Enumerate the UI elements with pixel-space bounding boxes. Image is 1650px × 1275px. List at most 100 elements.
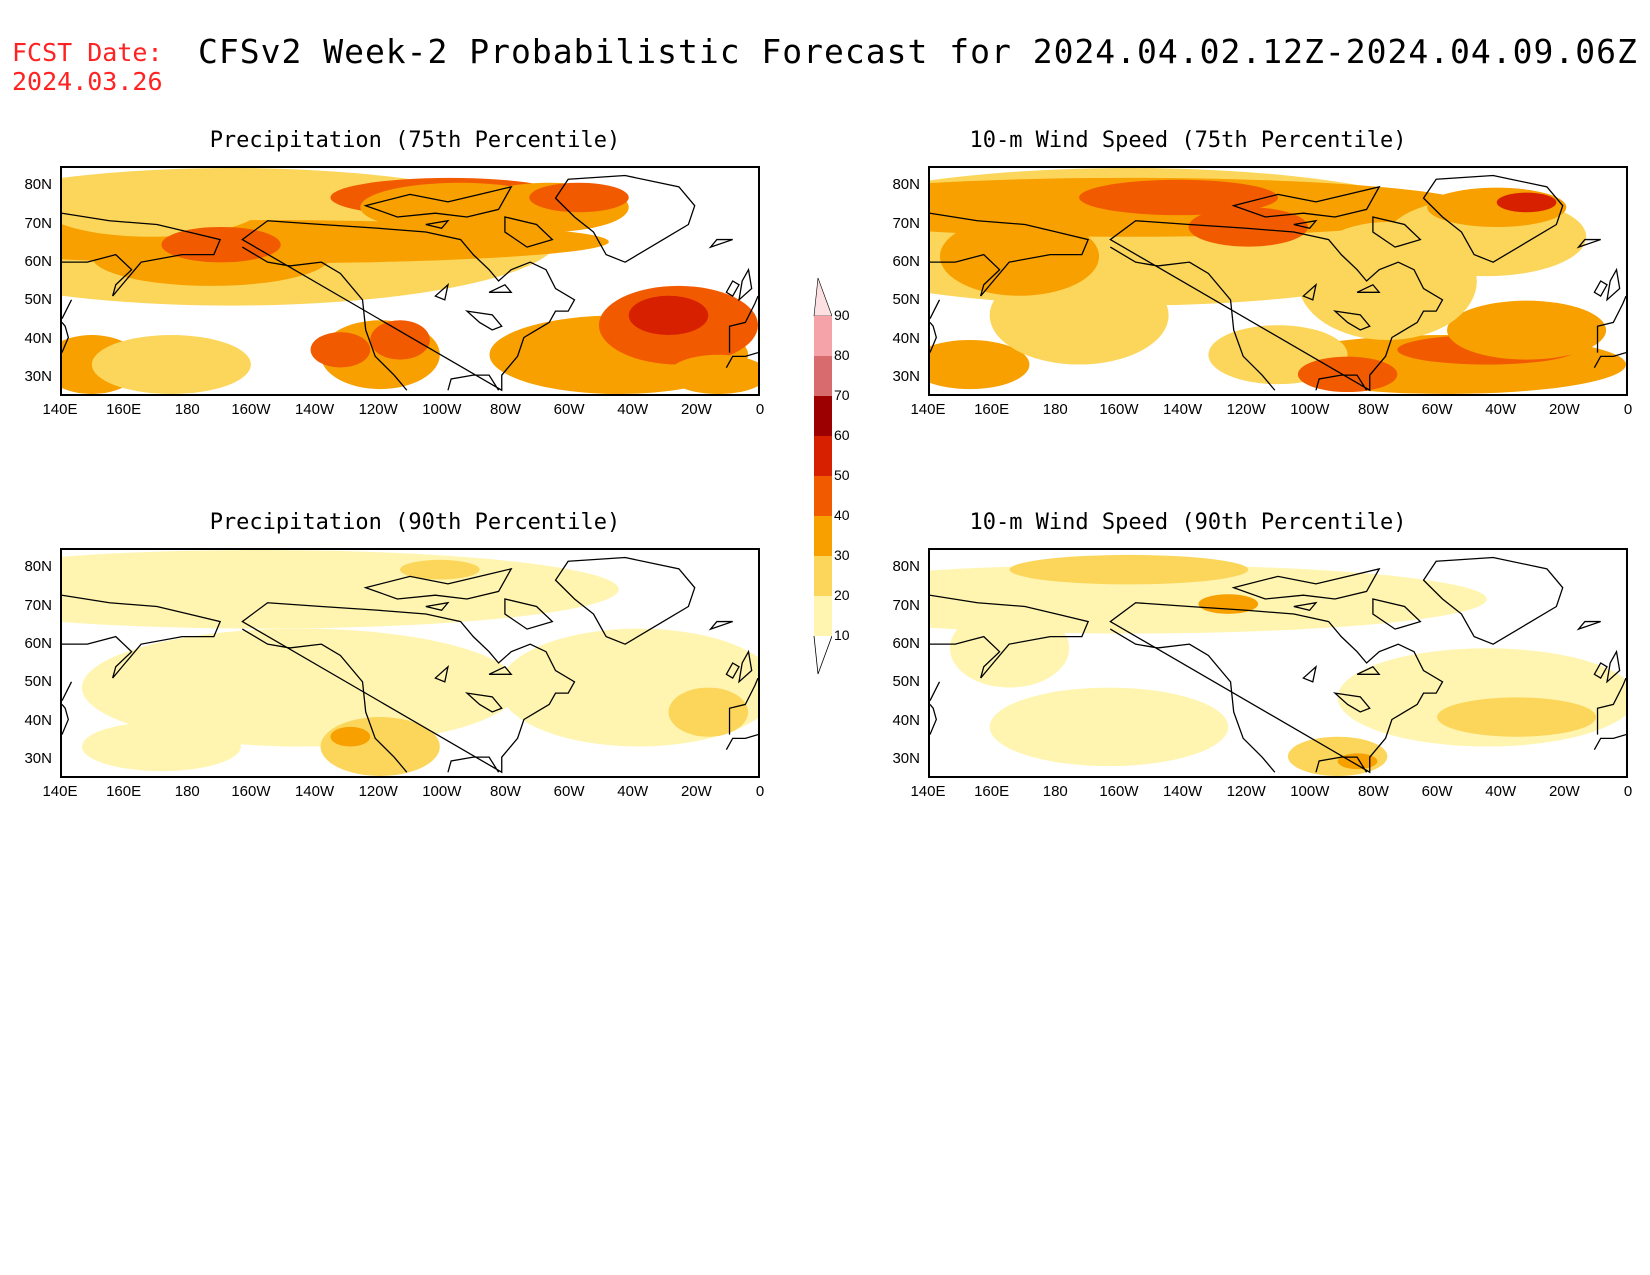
lon-tick-label: 140W (1162, 401, 1203, 418)
probability-contour (330, 726, 371, 747)
lat-tick-label: 40N (892, 329, 920, 347)
panel-precip-75: Precipitation (75th Percentile) 80N 70N 60… (0, 128, 800, 448)
coastline-north-america (1109, 220, 1444, 392)
lon-tick-label: 0 (1623, 783, 1633, 800)
probability-contour (529, 182, 629, 213)
lon-tick-label: 60W (553, 783, 585, 800)
probability-contour (370, 320, 430, 360)
probability-contour (310, 332, 371, 368)
lon-tick-label: 120W (358, 783, 398, 800)
probability-contour (1009, 554, 1249, 585)
colorbar-cap-top (813, 277, 832, 317)
lon-tick-label: 80W (490, 783, 521, 800)
coastline-arctic-islands (1231, 185, 1422, 248)
lon-tick-label: 80W (1358, 401, 1389, 418)
lat-tick-label: 80N (24, 558, 52, 576)
lat-tick-label: 50N (24, 291, 52, 309)
probability-contour (1188, 207, 1308, 247)
probability-contour (62, 177, 261, 237)
coastline-greenland (554, 556, 696, 645)
coastline-north-america (1109, 602, 1444, 774)
probability-contour (1437, 697, 1597, 737)
lon-tick-label: 160E (106, 783, 142, 800)
colorbar-level-label: 70 (834, 387, 850, 403)
probability-contour (161, 226, 281, 263)
probability-contour (668, 687, 749, 737)
lon-tick-label: 20W (1548, 783, 1580, 800)
probability-contour (81, 628, 520, 747)
lon-tick-label: 120W (1226, 401, 1266, 418)
colorbar-level-label: 40 (834, 507, 850, 523)
coastline-greenland (1422, 556, 1564, 645)
coastline-europe (708, 620, 758, 750)
lat-tick-label: 70N (892, 214, 920, 232)
lon-tick-label: 120W (1226, 783, 1266, 800)
lon-tick-label: 80W (490, 401, 521, 418)
lon-tick-label: 40W (617, 401, 649, 418)
lon-tick-label: 100W (1290, 783, 1330, 800)
fcst-date-value: 2024.03.26 (12, 67, 163, 96)
lat-tick-label: 50N (892, 291, 920, 309)
lon-tick-label: 60W (1421, 401, 1453, 418)
lon-tick-label: 80W (1358, 783, 1389, 800)
lon-tick-label: 60W (553, 401, 585, 418)
lat-tick-label: 70N (24, 214, 52, 232)
lon-tick-label: 160W (1099, 783, 1139, 800)
great-lakes (434, 664, 513, 713)
coastline-europe (708, 238, 758, 368)
lat-tick-label: 80N (892, 558, 920, 576)
lon-tick-label: 40W (1485, 401, 1517, 418)
panel-wind-75: 10-m Wind Speed (75th Percentile) 80N 70N… (868, 128, 1650, 448)
colorbar-swatch (814, 316, 832, 356)
lon-tick-label: 140E (910, 783, 946, 800)
probability-contour (1496, 192, 1557, 213)
panel-precip-90: Precipitation (90th Percentile) 80N 70N 60… (0, 510, 800, 830)
colorbar-swatch (814, 596, 832, 636)
coastline-arctic-islands (1231, 567, 1422, 630)
lon-tick-label: 160W (231, 783, 271, 800)
lat-tick-label: 80N (892, 176, 920, 194)
lat-tick-label: 60N (24, 634, 52, 652)
lat-tick-label: 80N (24, 176, 52, 194)
probability-contour (1447, 300, 1607, 360)
lat-tick-label: 60N (24, 252, 52, 270)
lon-tick-label: 180 (174, 783, 200, 800)
colorbar-scale (813, 277, 832, 675)
colorbar-cap-bottom (813, 635, 832, 675)
coastline-arctic-islands (363, 567, 554, 630)
map-field (930, 554, 1626, 776)
colorbar-level-label: 80 (834, 347, 850, 363)
panel-title: 10-m Wind Speed (90th Percentile) (969, 510, 1407, 535)
lon-tick-label: 120W (358, 401, 398, 418)
colorbar-swatch (814, 436, 832, 476)
lon-tick-label: 100W (1290, 401, 1330, 418)
panel-title: 10-m Wind Speed (75th Percentile) (969, 128, 1407, 153)
probability-contour (930, 339, 1030, 390)
colorbar-level-label: 50 (834, 467, 850, 483)
colorbar-swatch (814, 476, 832, 516)
lon-tick-label: 20W (1548, 401, 1580, 418)
lat-tick-label: 50N (892, 673, 920, 691)
map-frame (60, 166, 760, 396)
colorbar-swatch (814, 396, 832, 436)
coastline-arctic-islands (363, 185, 554, 248)
lon-tick-label: 160W (231, 401, 271, 418)
lat-tick-label: 30N (24, 749, 52, 767)
lon-tick-label: 160E (974, 401, 1010, 418)
lon-tick-label: 180 (1042, 783, 1068, 800)
probability-contour (668, 354, 758, 394)
lon-tick-label: 100W (422, 401, 462, 418)
probability-contour (628, 295, 709, 336)
main-title: CFSv2 Week-2 Probabilistic Forecast for … (198, 32, 1638, 71)
panel-title: Precipitation (75th Percentile) (209, 128, 621, 153)
map-field (62, 550, 758, 776)
probability-contour (1198, 594, 1259, 614)
colorbar-level-label: 20 (834, 587, 850, 603)
coastline-greenland (1422, 174, 1564, 263)
probability-contour (1297, 222, 1477, 340)
lon-tick-label: 20W (680, 401, 712, 418)
lon-tick-label: 140W (294, 783, 335, 800)
lon-tick-label: 140W (294, 401, 335, 418)
map-frame (60, 548, 760, 778)
lon-tick-label: 20W (680, 783, 712, 800)
